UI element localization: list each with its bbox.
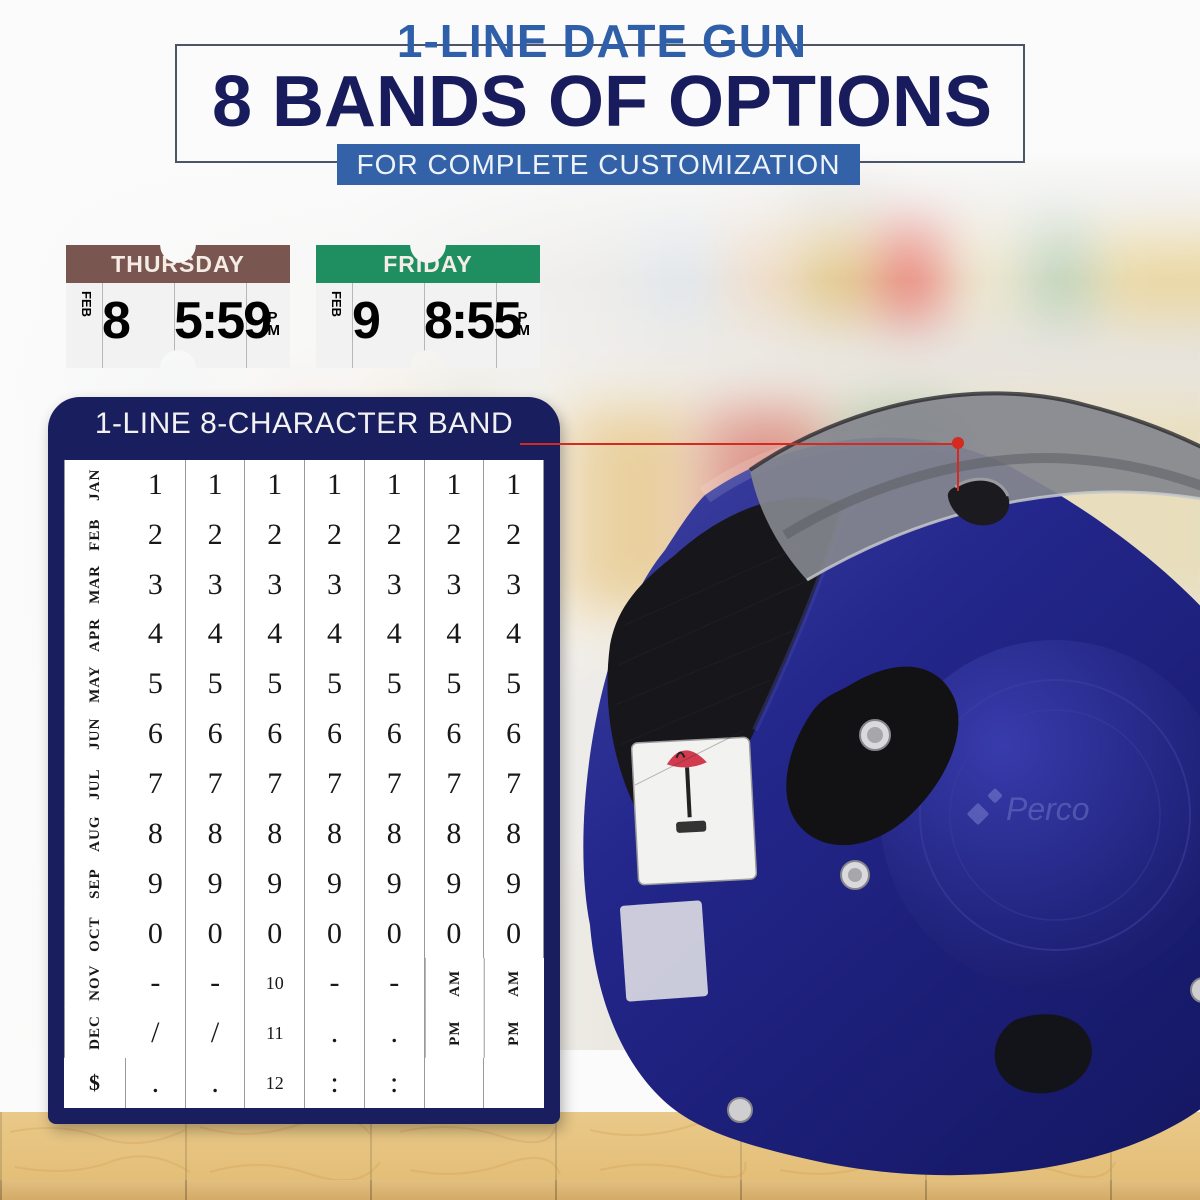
svg-text:Perco: Perco xyxy=(1006,791,1090,827)
